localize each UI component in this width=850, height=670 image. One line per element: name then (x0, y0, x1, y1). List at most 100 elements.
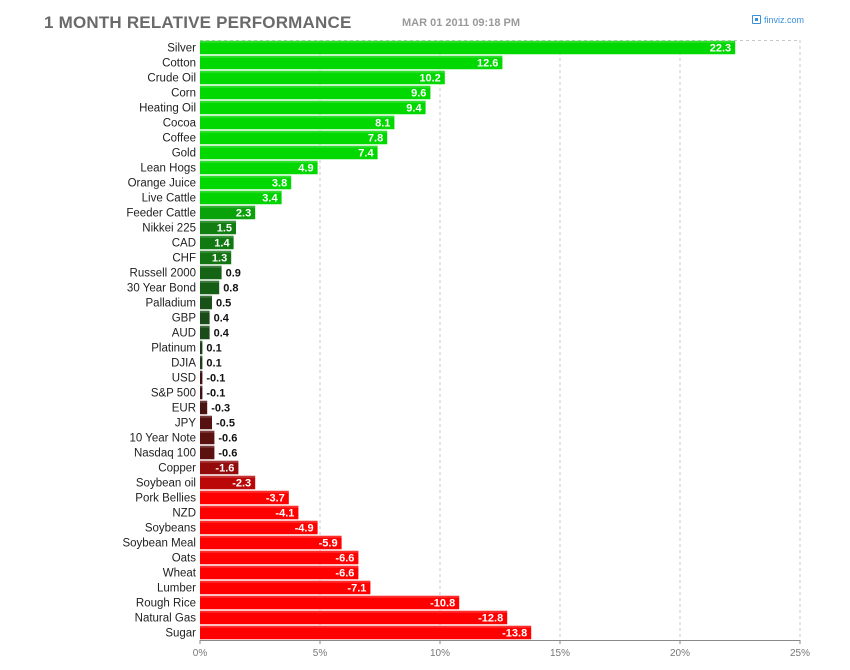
value-label: 1.3 (212, 253, 227, 265)
bar (200, 295, 212, 310)
bar-highlight (200, 295, 212, 298)
x-tick-label: 0% (193, 648, 208, 659)
bar-highlight (200, 145, 378, 148)
bar (200, 370, 203, 385)
bar (200, 55, 503, 70)
value-label: 1.4 (214, 238, 230, 250)
category-label: Wheat (163, 568, 197, 580)
bar-highlight (200, 175, 292, 178)
bar-highlight (200, 475, 256, 478)
category-label: EUR (172, 403, 196, 415)
bar-highlight (200, 415, 212, 418)
category-label: AUD (172, 328, 196, 340)
category-label: Copper (158, 463, 196, 475)
x-tick-label: 5% (313, 648, 328, 659)
category-label: Rough Rice (136, 598, 196, 610)
value-label: -3.7 (266, 493, 285, 505)
bar-highlight (200, 265, 222, 268)
bar-highlight (200, 55, 503, 58)
bar (200, 145, 378, 160)
bar (200, 190, 282, 205)
bar (200, 70, 445, 85)
bar-highlight (200, 250, 232, 253)
bar-highlight (200, 370, 203, 373)
category-label: 10 Year Note (129, 433, 196, 445)
bar (200, 610, 508, 625)
category-label: Oats (172, 553, 197, 565)
finviz-logo-icon (752, 15, 761, 24)
category-label: Soybeans (145, 523, 196, 535)
category-label: Natural Gas (135, 613, 197, 625)
bar (200, 250, 232, 265)
bar-highlight (200, 625, 532, 628)
bar-highlight (200, 340, 203, 343)
bar (200, 520, 318, 535)
value-label: 8.1 (375, 118, 390, 130)
bar (200, 475, 256, 490)
bar (200, 130, 388, 145)
category-label: Sugar (165, 628, 196, 640)
category-label: Russell 2000 (130, 268, 196, 280)
bar-highlight (200, 205, 256, 208)
category-label: NZD (172, 508, 196, 520)
bar (200, 625, 532, 640)
value-label: 0.5 (216, 298, 231, 310)
bar-highlight (200, 535, 342, 538)
bar (200, 505, 299, 520)
bar-highlight (200, 445, 215, 448)
value-label: 1.5 (217, 223, 232, 235)
bar (200, 115, 395, 130)
category-label: Platinum (151, 343, 196, 355)
brand-link[interactable]: finviz.com (752, 15, 804, 25)
value-label: 3.4 (262, 193, 278, 205)
bar (200, 535, 342, 550)
value-label: -7.1 (347, 583, 366, 595)
value-label: -13.8 (502, 628, 527, 640)
bar (200, 550, 359, 565)
bar-highlight (200, 115, 395, 118)
bar (200, 220, 236, 235)
bar (200, 445, 215, 460)
bar (200, 265, 222, 280)
bar-highlight (200, 85, 431, 88)
value-label: -4.9 (295, 523, 314, 535)
bar (200, 40, 736, 55)
bar-highlight (200, 220, 236, 223)
chart-title: 1 MONTH RELATIVE PERFORMANCE (44, 13, 352, 32)
value-label: 2.3 (236, 208, 251, 220)
bar (200, 490, 289, 505)
bar-highlight (200, 520, 318, 523)
x-tick-label: 15% (550, 648, 570, 659)
value-label: 3.8 (272, 178, 287, 190)
category-label: Pork Bellies (135, 493, 196, 505)
bar-highlight (200, 70, 445, 73)
value-label: 22.3 (710, 43, 731, 55)
value-label: 10.2 (419, 73, 440, 85)
bar (200, 460, 239, 475)
category-label: Coffee (162, 133, 196, 145)
value-label: -0.6 (218, 433, 237, 445)
value-label: -2.3 (232, 478, 251, 490)
value-label: 9.6 (411, 88, 426, 100)
category-label: Soybean oil (136, 478, 196, 490)
bar (200, 595, 460, 610)
bar-highlight (200, 580, 371, 583)
category-label: S&P 500 (151, 388, 196, 400)
category-label: CAD (172, 238, 196, 250)
value-label: 0.8 (223, 283, 238, 295)
category-label: Lean Hogs (140, 163, 196, 175)
category-label: Silver (167, 43, 196, 55)
bar (200, 160, 318, 175)
x-tick-label: 25% (790, 648, 810, 659)
bar (200, 565, 359, 580)
value-label: -0.1 (206, 388, 225, 400)
bar (200, 325, 210, 340)
value-label: 4.9 (298, 163, 313, 175)
timestamp: MAR 01 2011 09:18 PM (402, 17, 521, 29)
category-label: JPY (175, 418, 196, 430)
category-label: Feeder Cattle (126, 208, 196, 220)
bar-highlight (200, 430, 215, 433)
category-label: Nasdaq 100 (134, 448, 196, 460)
value-label: -10.8 (430, 598, 455, 610)
